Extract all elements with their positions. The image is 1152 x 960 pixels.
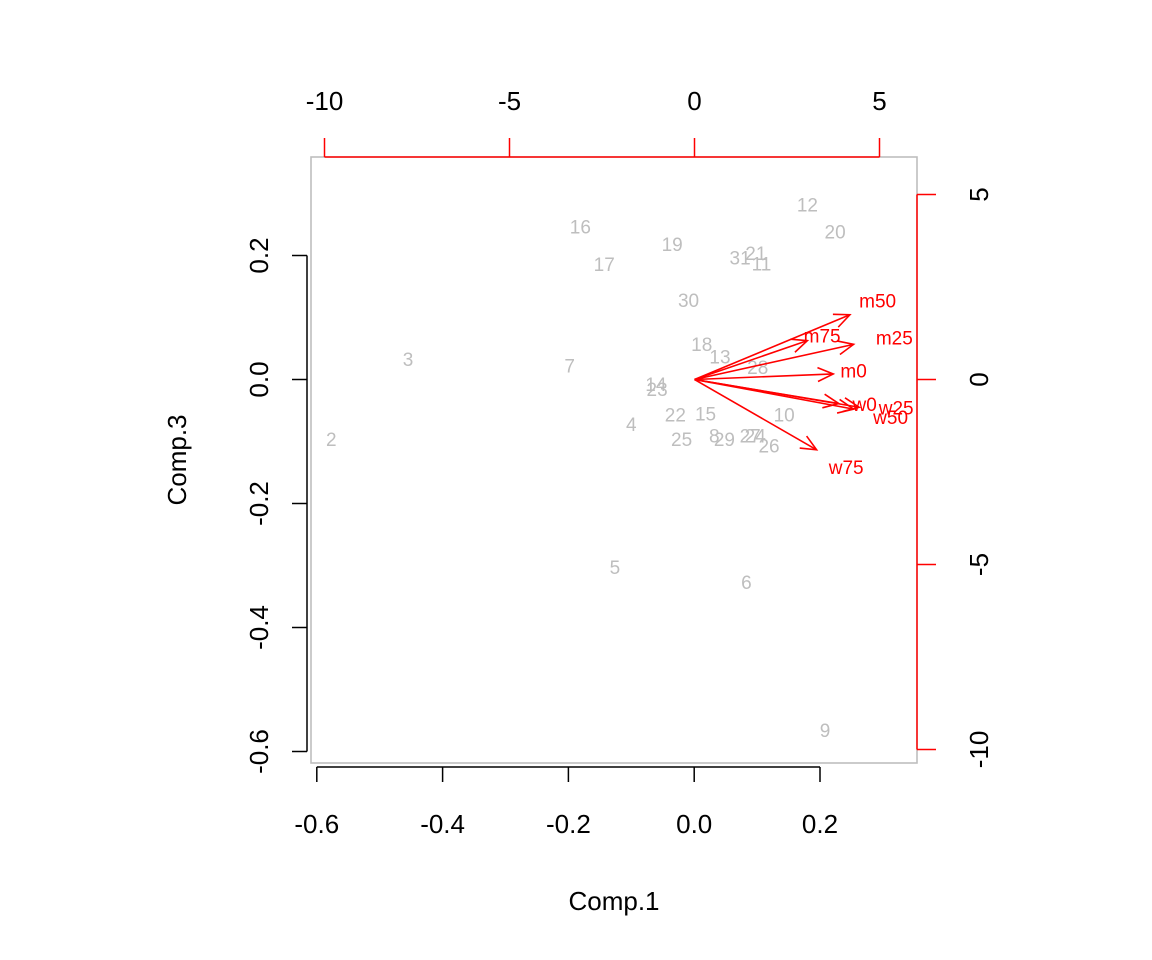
point-label-22: 22 <box>665 406 686 427</box>
point-label-3: 3 <box>403 350 414 371</box>
loading-m50: m50 <box>694 291 896 381</box>
point-label-23: 23 <box>647 380 668 401</box>
top-tick-label: -5 <box>498 86 521 116</box>
loading-arrowhead-w50 <box>836 398 856 414</box>
loading-arrowhead-m0 <box>817 366 836 383</box>
loading-arrow-w75 <box>694 378 817 451</box>
x-tick-label: -0.6 <box>294 809 339 839</box>
loading-arrowhead-m75 <box>790 338 810 353</box>
loading-arrowhead-m50 <box>832 313 852 328</box>
loading-arrowhead-w75 <box>799 435 819 451</box>
loading-arrowhead-m25 <box>836 340 856 356</box>
loading-label-w0: w0 <box>852 395 877 416</box>
point-label-2: 2 <box>326 430 337 451</box>
bottom-axis: -0.6 -0.4 -0.2 0.0 0.2 <box>294 766 838 839</box>
loading-label-m50: m50 <box>859 291 896 312</box>
point-label-13: 13 <box>709 347 730 368</box>
loading-label-w75: w75 <box>828 458 864 479</box>
point-label-6: 6 <box>741 573 752 594</box>
point-label-8: 8 <box>709 427 720 448</box>
left-axis: -0.6 -0.4 -0.2 0.0 0.2 <box>244 237 308 774</box>
point-label-10: 10 <box>774 406 795 427</box>
point-label-16: 16 <box>570 218 591 239</box>
loading-label-w25: w25 <box>878 399 914 420</box>
right-tick-label: 0 <box>964 372 994 386</box>
x-tick-label: -0.4 <box>420 809 465 839</box>
y-tick-label: 0.0 <box>244 361 274 397</box>
plot-box <box>310 156 918 764</box>
loading-label-m0: m0 <box>840 362 866 383</box>
right-tick-label: -5 <box>964 553 994 576</box>
point-label-19: 19 <box>662 235 683 256</box>
loading-label-m75: m75 <box>804 326 841 347</box>
y-tick-label: -0.6 <box>244 729 274 774</box>
point-label-25: 25 <box>671 430 692 451</box>
loading-arrow-m75 <box>694 339 808 381</box>
point-label-17: 17 <box>594 255 615 276</box>
point-label-15: 15 <box>695 404 716 425</box>
point-label-18: 18 <box>691 335 712 356</box>
loading-m0: m0 <box>694 362 867 383</box>
x-axis-label: Comp.1 <box>568 886 659 916</box>
point-label-27: 27 <box>740 427 761 448</box>
right-tick-label: -10 <box>964 731 994 769</box>
right-tick-label: 5 <box>964 187 994 201</box>
point-label-12: 12 <box>797 195 818 216</box>
point-label-26: 26 <box>758 437 779 458</box>
loading-m25: m25 <box>694 328 913 381</box>
y-axis-label: Comp.3 <box>162 414 192 505</box>
x-tick-label: 0.0 <box>676 809 712 839</box>
loading-arrow-w50 <box>694 378 854 410</box>
y-tick-label: 0.2 <box>244 237 274 273</box>
point-label-21: 21 <box>745 244 766 265</box>
loading-arrow-m50 <box>694 314 851 381</box>
loading-label-w50: w50 <box>872 408 908 429</box>
point-label-24: 24 <box>745 427 767 448</box>
loading-label-m25: m25 <box>876 328 913 349</box>
point-label-28: 28 <box>747 358 768 379</box>
point-label-9: 9 <box>820 721 831 742</box>
top-tick-label: 0 <box>687 86 701 116</box>
point-label-20: 20 <box>825 223 846 244</box>
loading-m75: m75 <box>694 326 841 381</box>
point-label-29: 29 <box>714 430 735 451</box>
point-label-5: 5 <box>610 558 621 579</box>
point-label-14: 14 <box>645 375 667 396</box>
top-axis: -10 -5 0 5 <box>306 86 887 158</box>
point-label-7: 7 <box>564 357 575 378</box>
y-tick-label: -0.2 <box>244 481 274 526</box>
loading-w50: w50 <box>694 378 908 429</box>
point-label-31: 31 <box>730 249 751 270</box>
point-label-30: 30 <box>678 291 699 312</box>
x-tick-label: -0.2 <box>546 809 591 839</box>
y-tick-label: -0.4 <box>244 605 274 650</box>
top-tick-label: -10 <box>306 86 344 116</box>
loading-w75: w75 <box>694 378 864 479</box>
right-axis: -10 -5 0 5 <box>916 187 994 769</box>
point-label-4: 4 <box>626 415 637 436</box>
loading-arrow-m0 <box>694 373 834 381</box>
x-tick-label: 0.2 <box>802 809 838 839</box>
loading-arrow-m25 <box>694 343 854 381</box>
point-label-11: 11 <box>752 254 772 275</box>
top-tick-label: 5 <box>872 86 886 116</box>
